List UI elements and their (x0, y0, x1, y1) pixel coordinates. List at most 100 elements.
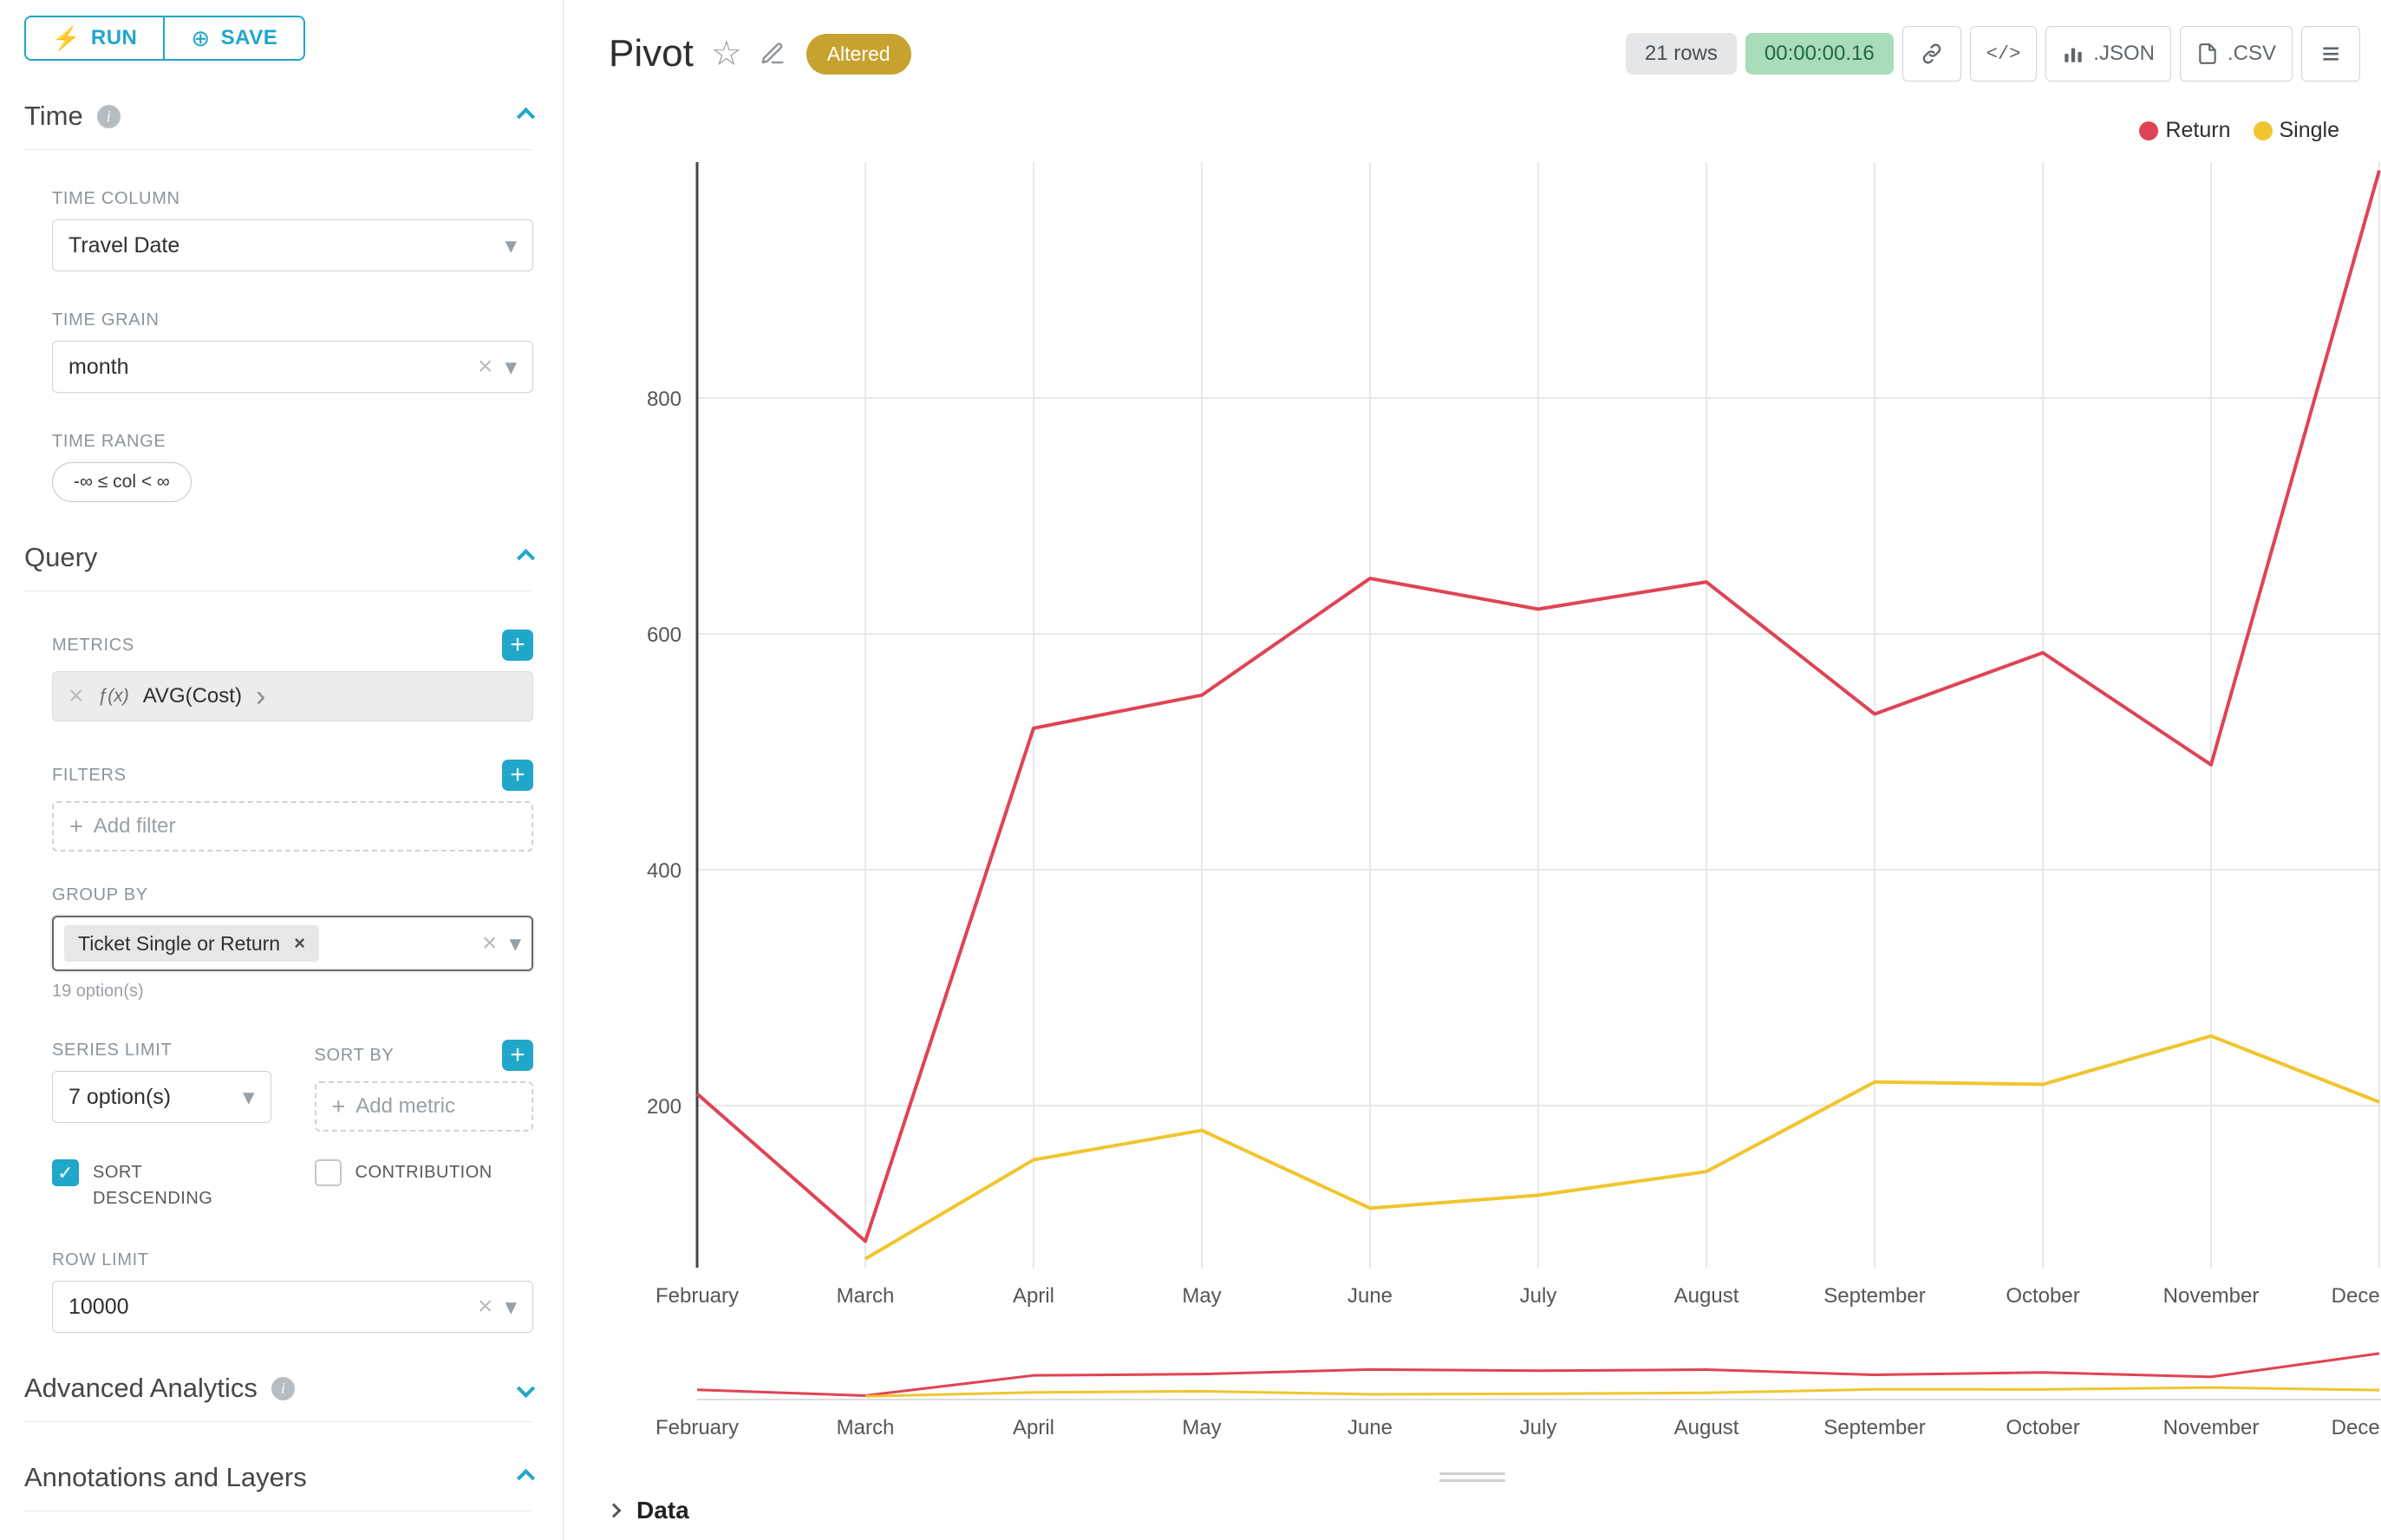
run-save-button-group: ⚡ RUN ⊕ SAVE (24, 16, 532, 61)
export-json-button[interactable]: .JSON (2045, 26, 2171, 82)
copy-link-button[interactable] (1902, 26, 1961, 82)
run-button[interactable]: ⚡ RUN (24, 16, 166, 61)
export-csv-button[interactable]: .CSV (2179, 26, 2293, 82)
group-by-select[interactable]: Ticket Single or Return × × ▾ (52, 916, 533, 971)
remove-tag-icon[interactable]: × (294, 932, 305, 954)
chevron-down-icon: ▾ (505, 353, 517, 380)
json-button-label: .JSON (2093, 42, 2155, 65)
svg-text:April: April (1013, 1284, 1054, 1308)
legend-item[interactable]: Single (2253, 118, 2340, 143)
chevron-down-icon: ▾ (509, 930, 521, 956)
time-column-select[interactable]: Travel Date ▾ (52, 219, 533, 271)
group-by-tag[interactable]: Ticket Single or Return × (64, 925, 319, 962)
bar-chart-icon (2065, 48, 2083, 62)
chevron-up-icon[interactable] (516, 548, 536, 567)
row-count-badge: 21 rows (1625, 33, 1737, 75)
info-icon[interactable]: i (96, 104, 121, 128)
svg-text:February: February (656, 1416, 739, 1439)
favorite-star-icon[interactable]: ☆ (710, 35, 742, 73)
clear-icon[interactable]: × (481, 929, 498, 957)
chevron-right-icon (606, 1503, 622, 1518)
chevron-down-icon: ▾ (505, 1293, 517, 1320)
menu-icon: ≡ (2321, 36, 2340, 71)
info-icon[interactable]: i (271, 1376, 295, 1400)
time-section-fields: TIME COLUMN Travel Date ▾ TIME GRAIN mon… (52, 188, 533, 502)
svg-text:May: May (1182, 1416, 1221, 1439)
expand-metric-icon[interactable]: › (255, 680, 266, 713)
altered-badge[interactable]: Altered (806, 33, 911, 75)
annotations-header[interactable]: Annotations and Layers (24, 1462, 536, 1511)
query-section-title: Query (24, 542, 98, 572)
plus-circle-icon: ⊕ (191, 24, 211, 51)
series-limit-select[interactable]: 7 option(s) ▾ (52, 1071, 271, 1123)
contribution-checkbox[interactable] (314, 1159, 342, 1186)
legend-item[interactable]: Return (2139, 118, 2231, 143)
svg-text:200: 200 (647, 1095, 682, 1119)
legend-label: Return (2165, 118, 2231, 142)
row-limit-select[interactable]: 10000 × ▾ (52, 1281, 533, 1333)
chevron-up-icon[interactable] (516, 107, 536, 126)
time-range-pill[interactable]: -∞ ≤ col < ∞ (52, 462, 192, 502)
sort-descending-checkbox[interactable]: ✓ (52, 1159, 79, 1186)
group-by-options-hint: 19 option(s) (52, 982, 144, 1001)
contribution-label: CONTRIBUTION (355, 1163, 493, 1182)
time-section-header[interactable]: Time i (24, 101, 536, 150)
data-panel-toggle[interactable]: Data (606, 1497, 689, 1524)
svg-text:March: March (837, 1284, 895, 1308)
chevron-down-icon: ▾ (242, 1083, 255, 1110)
svg-text:July: July (1520, 1284, 1557, 1308)
group-by-label: GROUP BY (52, 884, 148, 904)
time-grain-select[interactable]: month × ▾ (52, 341, 533, 393)
series-limit-value: 7 option(s) (68, 1084, 172, 1109)
edit-icon[interactable] (760, 41, 786, 67)
time-column-value: Travel Date (68, 232, 180, 258)
svg-text:September: September (1823, 1416, 1925, 1439)
clear-icon[interactable]: × (477, 352, 493, 381)
add-filter-button[interactable]: + (502, 760, 533, 791)
series-limit-label: SERIES LIMIT (52, 1040, 173, 1060)
resize-handle[interactable] (1439, 1468, 1505, 1486)
add-metric-button[interactable]: + (502, 630, 533, 661)
svg-text:600: 600 (647, 623, 682, 647)
legend-dot-icon (2253, 121, 2273, 140)
metrics-label: METRICS (52, 635, 134, 655)
svg-text:April: April (1013, 1416, 1054, 1439)
remove-metric-icon[interactable]: × (68, 682, 84, 710)
add-filter-placeholder: Add filter (93, 814, 176, 838)
svg-text:November: November (2163, 1284, 2260, 1308)
run-button-label: RUN (90, 26, 138, 49)
svg-text:February: February (656, 1284, 739, 1308)
time-column-label: TIME COLUMN (52, 188, 180, 208)
svg-text:November: November (2163, 1416, 2260, 1439)
sort-by-column: SORT BY + + Add metric (314, 1002, 533, 1132)
limit-sort-row: SERIES LIMIT 7 option(s) ▾ SORT BY + + A… (52, 1002, 533, 1132)
svg-text:June: June (1347, 1284, 1393, 1308)
query-section-header[interactable]: Query (24, 542, 536, 591)
data-panel-label: Data (636, 1497, 689, 1524)
row-limit-label: ROW LIMIT (52, 1250, 149, 1269)
svg-text:August: August (1674, 1284, 1739, 1308)
svg-text:August: August (1674, 1416, 1739, 1439)
more-menu-button[interactable]: ≡ (2301, 26, 2360, 82)
add-filter-dropzone[interactable]: + Add filter (52, 801, 533, 852)
add-sort-metric-button[interactable]: + (502, 1040, 533, 1071)
row-limit-value: 10000 (68, 1294, 129, 1319)
save-button[interactable]: ⊕ SAVE (165, 16, 306, 61)
legend-label: Single (2279, 118, 2340, 142)
time-range-label: TIME RANGE (52, 431, 166, 451)
lightning-icon: ⚡ (52, 24, 81, 51)
chart-canvas[interactable]: February February March March April April May M… (564, 130, 2381, 1465)
chevron-down-icon[interactable] (516, 1379, 536, 1398)
chevron-up-icon[interactable] (516, 1468, 536, 1487)
code-icon: </> (1986, 42, 2021, 65)
contribution-check: CONTRIBUTION (314, 1159, 534, 1211)
advanced-analytics-header[interactable]: Advanced Analytics i (24, 1373, 536, 1422)
embed-code-button[interactable]: </> (1969, 26, 2038, 82)
clear-icon[interactable]: × (477, 1292, 493, 1321)
query-timer-badge: 00:00:00.16 (1745, 33, 1894, 75)
add-sort-metric-dropzone[interactable]: + Add metric (314, 1081, 533, 1132)
chart-header: Pivot ☆ Altered 21 rows 00:00:00.16 </> … (564, 0, 2381, 82)
metric-name: AVG(Cost) (142, 684, 242, 708)
metric-chip[interactable]: × ƒ(x) AVG(Cost) › (52, 671, 533, 721)
